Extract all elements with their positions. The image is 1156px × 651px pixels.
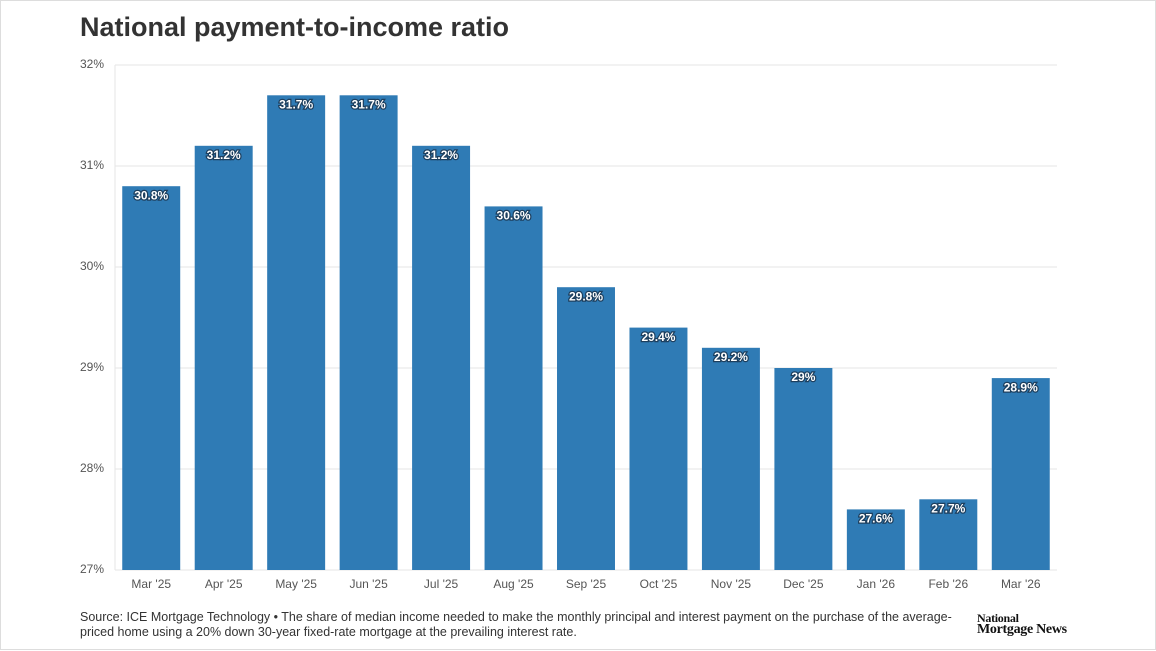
y-tick-label: 30% [80,259,104,273]
bar [846,509,905,570]
y-tick-label: 29% [80,360,104,374]
value-label: 31.7% [279,97,313,111]
value-label: 31.2% [207,148,241,162]
x-tick-label: Mar '25 [131,577,171,591]
x-tick-label: Jul '25 [424,577,459,591]
source-note: Source: ICE Mortgage Technology • The sh… [80,610,952,639]
bar [122,186,181,570]
bar [339,95,398,571]
value-label: 29.4% [641,330,675,344]
bar [267,95,326,571]
bar [484,206,543,570]
value-label: 27.6% [859,512,893,526]
chart-title: National payment-to-income ratio [80,12,509,42]
value-label: 29.8% [569,289,603,303]
x-tick-label: Feb '26 [928,577,968,591]
bar [991,378,1050,570]
y-tick-label: 27% [80,562,104,576]
x-tick-label: Oct '25 [640,577,678,591]
bar [701,347,760,570]
value-label: 27.7% [931,501,965,515]
value-label: 30.6% [497,209,531,223]
logo-line: Mortgage News [977,622,1067,637]
x-tick-label: Nov '25 [711,577,752,591]
x-tick-label: Dec '25 [783,577,824,591]
bar [557,287,615,570]
logo: National Mortgage News [977,611,1067,637]
logo-line: National [977,611,1019,625]
x-tick-label: Mar '26 [1001,577,1041,591]
x-tick-label: Jun '25 [349,577,388,591]
bar [629,327,688,570]
bar [774,368,833,570]
value-label: 30.8% [134,188,168,202]
x-tick-label: Sep '25 [566,577,607,591]
x-tick-label: Jan '26 [857,577,896,591]
value-label: 31.7% [352,97,386,111]
y-tick-label: 28% [80,461,104,475]
x-tick-label: May '25 [275,577,317,591]
bar [412,145,471,571]
value-label: 29.2% [714,350,748,364]
value-label: 28.9% [1004,380,1038,394]
x-tick-label: Aug '25 [493,577,534,591]
value-label: 31.2% [424,148,458,162]
bar [919,499,978,570]
value-label: 29% [791,370,815,384]
bar [194,145,253,571]
x-tick-label: Apr '25 [205,577,243,591]
y-tick-label: 31% [80,158,104,172]
y-tick-label: 32% [80,57,104,71]
